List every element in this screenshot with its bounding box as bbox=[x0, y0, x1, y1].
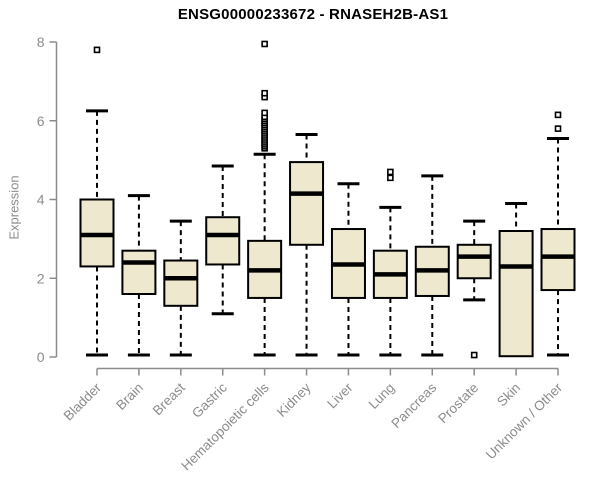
outlier-point bbox=[261, 89, 268, 97]
y-axis-title: Expression bbox=[6, 175, 22, 240]
boxplot-group-gastric bbox=[205, 164, 241, 316]
outlier-point bbox=[93, 46, 101, 54]
boxplot-group-pancreas bbox=[414, 174, 450, 357]
boxplot-group-hematopoietic-cells bbox=[247, 40, 283, 357]
y-tick-label: 4 bbox=[37, 192, 45, 208]
outlier-point bbox=[554, 111, 562, 119]
y-tick-label: 0 bbox=[37, 349, 45, 365]
outlier-point bbox=[470, 351, 478, 359]
x-tick-label: Brain bbox=[113, 380, 146, 413]
boxplot-group-brain bbox=[121, 194, 157, 357]
box-iqr bbox=[498, 230, 534, 358]
x-tick-label: Breast bbox=[150, 380, 188, 418]
x-tick-label: Prostate bbox=[435, 380, 481, 426]
boxplot-group-prostate bbox=[456, 219, 492, 359]
outlier-point bbox=[387, 168, 394, 176]
boxplot-group-lung bbox=[372, 168, 408, 357]
outlier-point bbox=[261, 40, 268, 48]
chart-title: ENSG00000233672 - RNASEH2B-AS1 bbox=[177, 6, 449, 23]
boxplot-group-breast bbox=[163, 219, 199, 357]
box-iqr bbox=[540, 228, 576, 292]
boxplot-group-kidney bbox=[289, 133, 325, 357]
y-tick-label: 6 bbox=[37, 113, 45, 129]
box-iqr bbox=[289, 161, 325, 246]
box-iqr bbox=[121, 249, 157, 295]
outlier-point bbox=[261, 109, 268, 117]
outlier-point bbox=[387, 174, 394, 182]
x-tick-label: Skin bbox=[494, 380, 523, 409]
boxplot-group-unknown-other bbox=[540, 111, 576, 357]
x-tick-label: Lung bbox=[366, 380, 398, 412]
y-tick-label: 2 bbox=[37, 270, 45, 286]
boxplot-group-bladder bbox=[79, 46, 115, 357]
x-tick-label: Unknown / Other bbox=[483, 380, 566, 463]
boxplot-group-liver bbox=[330, 182, 366, 357]
x-tick-label: Gastric bbox=[189, 380, 230, 421]
y-tick-label: 8 bbox=[37, 34, 45, 50]
x-tick-label: Liver bbox=[324, 380, 356, 412]
box-iqr bbox=[163, 259, 199, 307]
outlier-point bbox=[554, 125, 562, 132]
x-tick-label: Bladder bbox=[61, 380, 105, 424]
boxplot-group-skin bbox=[498, 201, 534, 358]
x-tick-label: Kidney bbox=[274, 380, 314, 420]
box-iqr bbox=[205, 216, 241, 266]
box-iqr bbox=[456, 243, 492, 280]
x-tick-label: Pancreas bbox=[388, 380, 439, 431]
